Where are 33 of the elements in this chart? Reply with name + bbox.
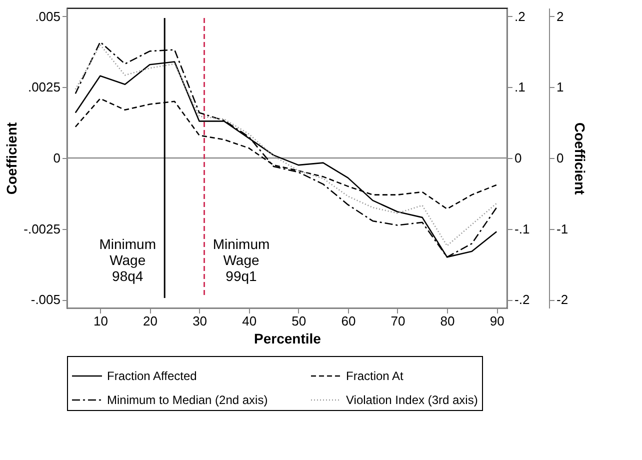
- legend-label: Fraction At: [346, 369, 404, 383]
- x-tick-label: 20: [143, 314, 158, 328]
- y3-tick-label: -2: [556, 292, 568, 308]
- y3-tick-label: 0: [556, 150, 564, 166]
- legend-label: Fraction Affected: [107, 369, 197, 383]
- y3-tick-label: -1: [556, 221, 568, 236]
- x-tick-label: 80: [440, 314, 455, 328]
- x-tick-label: 90: [490, 314, 504, 328]
- y-tick-label: 0: [53, 150, 60, 166]
- legend-label: Minimum to Median (2nd axis): [107, 393, 268, 407]
- y2-tick-label: .1: [514, 80, 526, 95]
- y3-axis-title: Coefficient: [572, 122, 588, 196]
- y3-tick-label: 2: [556, 8, 564, 24]
- y-tick-label: .0025: [28, 80, 60, 95]
- x-axis-title: Percentile: [254, 330, 322, 346]
- y2-tick-label: 0: [514, 150, 522, 166]
- y2-tick-label: -.1: [514, 221, 530, 236]
- x-tick-label: 10: [93, 314, 108, 328]
- x-tick-label: 40: [242, 314, 257, 328]
- ref-line-label: Minimum Wage 98q4: [99, 236, 156, 284]
- y-tick-label: -.005: [30, 292, 60, 308]
- y-tick-label: -.0025: [24, 221, 60, 236]
- legend-label: Violation Index (3rd axis): [346, 393, 478, 407]
- x-tick-label: 60: [341, 314, 356, 328]
- y3-tick-label: 1: [556, 80, 564, 95]
- x-tick-label: 30: [192, 314, 208, 328]
- ref-line-label: Minimum Wage 99q1: [212, 236, 270, 284]
- y-axis-title: Coefficient: [4, 122, 20, 195]
- x-tick-label: 50: [292, 314, 306, 328]
- y-tick-label: .005: [35, 8, 60, 24]
- x-tick-label: 70: [390, 314, 406, 328]
- y2-tick-label: .2: [514, 8, 526, 24]
- y2-tick-label: -.2: [514, 292, 530, 308]
